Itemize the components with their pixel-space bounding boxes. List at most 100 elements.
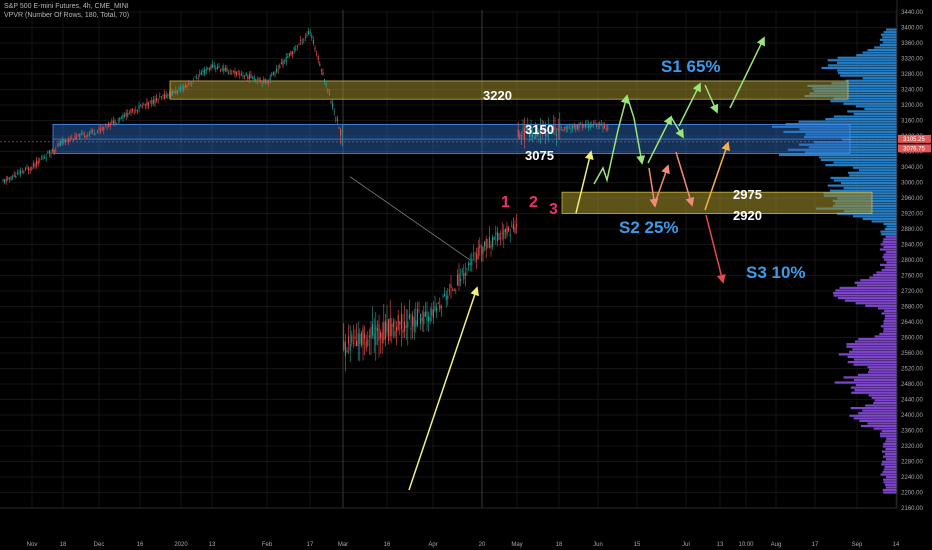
candle-body xyxy=(140,105,142,107)
x-tick-label: 2020 xyxy=(174,542,188,548)
volume-row xyxy=(853,112,897,116)
candle-body xyxy=(87,134,89,136)
y-tick-label: 2960.00 xyxy=(901,196,923,202)
volume-row xyxy=(833,291,897,295)
volume-row xyxy=(883,455,897,458)
candle-body xyxy=(253,76,255,81)
candle-body xyxy=(391,324,393,336)
scenario-label-s2: S2 25% xyxy=(619,218,679,237)
candle-body xyxy=(532,133,534,138)
arrow-scenario xyxy=(593,94,630,185)
candle-body xyxy=(288,53,290,57)
candle-body xyxy=(215,68,217,70)
volume-row xyxy=(877,307,897,310)
candle-body xyxy=(389,317,391,337)
arrow-scenario xyxy=(705,214,726,284)
volume-row xyxy=(853,363,897,366)
volume-row xyxy=(883,478,897,481)
volume-row xyxy=(849,414,897,417)
volume-row xyxy=(868,371,897,374)
volume-row xyxy=(883,320,897,323)
candle-body xyxy=(464,272,466,276)
candle-body xyxy=(143,104,145,106)
volume-row xyxy=(807,84,897,87)
candle-body xyxy=(218,66,220,68)
volume-row xyxy=(850,386,897,389)
candle-body xyxy=(359,334,361,344)
candle-body xyxy=(116,122,118,124)
volume-row xyxy=(886,225,897,228)
candle-body xyxy=(88,133,90,135)
candle-body xyxy=(53,150,55,152)
candle-body xyxy=(471,258,473,266)
volume-row xyxy=(855,105,897,108)
candle-body xyxy=(360,332,362,346)
candle-body xyxy=(162,95,164,97)
price-tag-label: 3076.75 xyxy=(903,146,925,152)
peak-label: 3 xyxy=(549,201,558,218)
candle-body xyxy=(312,40,314,44)
candle-body xyxy=(220,69,222,71)
candle-body xyxy=(170,92,172,96)
y-tick-label: 2400.00 xyxy=(901,413,923,419)
volume-row xyxy=(856,54,897,57)
candle-body xyxy=(141,105,143,108)
candle-body xyxy=(125,112,127,117)
volume-row xyxy=(860,424,897,428)
y-tick-label: 2440.00 xyxy=(901,398,923,404)
candle-body xyxy=(26,168,28,170)
candle-body xyxy=(292,50,294,55)
y-tick-label: 2480.00 xyxy=(901,382,923,388)
x-tick-label: 16 xyxy=(137,542,144,548)
volume-row xyxy=(880,435,897,438)
candle-body xyxy=(173,90,175,94)
candle-body xyxy=(320,69,322,72)
candle-body xyxy=(322,72,324,75)
y-tick-label: 3080.00 xyxy=(901,150,923,156)
volume-row xyxy=(857,284,897,287)
x-tick-label: Aug xyxy=(771,542,782,548)
scenario-label-s3: S3 10% xyxy=(746,263,806,282)
candle-body xyxy=(450,284,452,288)
candle-body xyxy=(15,175,17,178)
candle-body xyxy=(570,128,572,130)
candle-body xyxy=(560,127,562,129)
x-tick-label: Dec xyxy=(94,542,105,548)
candle-body xyxy=(466,268,468,270)
volume-row xyxy=(884,309,897,313)
candle-body xyxy=(172,90,174,95)
candle-body xyxy=(599,122,601,127)
candle-body xyxy=(319,63,321,67)
candle-body xyxy=(381,332,383,344)
candle-body xyxy=(258,78,260,82)
candle-body xyxy=(96,130,98,132)
candle-body xyxy=(295,48,297,50)
y-tick-label: 2520.00 xyxy=(901,367,923,373)
volume-row xyxy=(825,164,897,167)
candle-body xyxy=(340,129,342,136)
candle-body xyxy=(119,117,121,121)
volume-row xyxy=(854,281,897,284)
volume-row xyxy=(825,118,897,121)
zone-gold-lower xyxy=(561,191,873,214)
candle-body xyxy=(311,35,313,38)
volume-row xyxy=(812,87,897,90)
x-tick-label: Nov xyxy=(27,542,38,548)
candle-body xyxy=(103,127,105,131)
candle-body xyxy=(549,131,551,133)
candle-body xyxy=(556,134,558,136)
price-tag-label: 3105.25 xyxy=(903,137,925,143)
x-tick-label: Mar xyxy=(338,542,348,548)
candle-body xyxy=(232,70,234,72)
candle-body xyxy=(138,105,140,109)
volume-row xyxy=(871,396,897,399)
volume-row xyxy=(884,258,897,261)
volume-row xyxy=(814,141,897,144)
volume-row xyxy=(886,261,897,264)
candle-body xyxy=(101,127,103,130)
volume-row xyxy=(855,302,897,305)
candle-body xyxy=(420,314,422,324)
candle-body xyxy=(8,178,10,180)
candle-body xyxy=(482,246,484,255)
